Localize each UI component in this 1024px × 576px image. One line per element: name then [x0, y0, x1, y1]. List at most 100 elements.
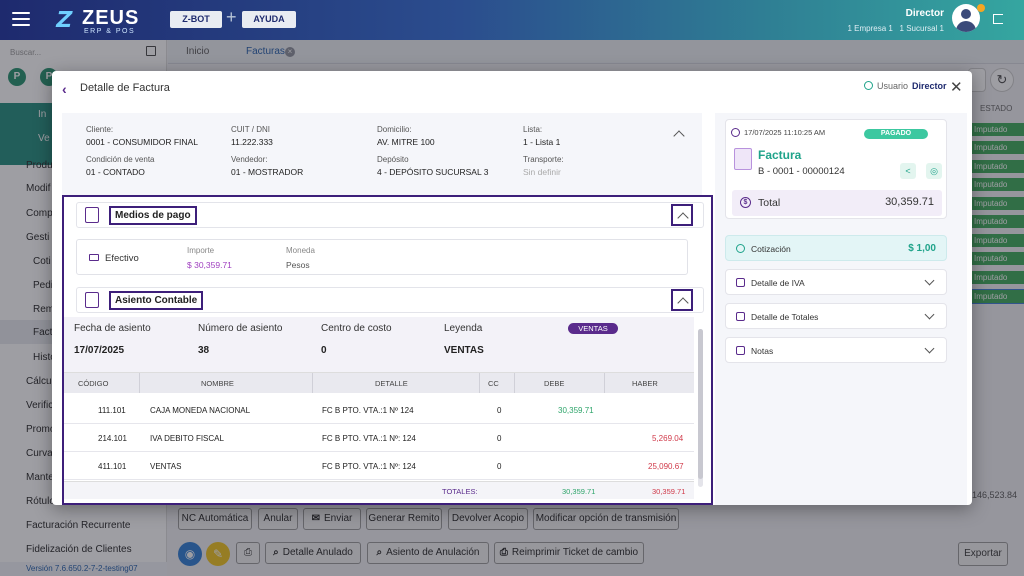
scrollbar-thumb[interactable]: [698, 329, 703, 479]
refresh-icon[interactable]: ↻: [990, 68, 1014, 92]
total-haber: 30,359.71: [652, 487, 686, 496]
tab-facturas[interactable]: Facturas: [246, 46, 285, 57]
condicion-label: Condición de venta: [86, 155, 155, 164]
invoice-card: 17/07/2025 11:10:25 AM PAGADO Factura B …: [725, 119, 947, 219]
sidebar-item[interactable]: Pedi: [33, 280, 54, 291]
reimprimir-ticket-button[interactable]: ⎙ Reimprimir Ticket de cambio: [494, 542, 644, 564]
asiento-title: Asiento Contable: [109, 291, 204, 310]
estado-column-header: ESTADO: [980, 104, 1013, 113]
notas-accordion[interactable]: Notas: [725, 337, 947, 363]
enviar-label: Enviar: [324, 513, 353, 524]
lista-value: 1 - Lista 1: [523, 137, 561, 147]
col-cc: CC: [488, 379, 499, 388]
sidebar-item[interactable]: Rem: [33, 304, 55, 315]
cuit-value: 11.222.333: [231, 137, 273, 147]
sidebar-item[interactable]: Ve: [38, 133, 50, 144]
logout-icon[interactable]: [993, 14, 1003, 24]
reimprimir-ticket-label: Reimprimir Ticket de cambio: [511, 547, 639, 558]
tab-inicio[interactable]: Inicio: [186, 46, 210, 57]
sidebar-item[interactable]: Produ: [26, 160, 53, 171]
status-badge: Imputado: [968, 215, 1024, 228]
col-detalle: DETALLE: [375, 379, 408, 388]
sidebar-item[interactable]: Mante: [26, 472, 54, 483]
medios-pago-header[interactable]: Medios de pago: [76, 202, 704, 228]
sucursal-label: 1 Sucursal 1: [899, 24, 944, 33]
total-value: 30,359.71: [885, 196, 934, 208]
close-tab-icon[interactable]: ×: [285, 47, 295, 57]
view-icon[interactable]: ◉: [178, 542, 202, 566]
medios-pago-title: Medios de pago: [109, 206, 197, 225]
condicion-field: Condición de venta 01 - CONTADO: [86, 155, 155, 177]
collapse-info-icon[interactable]: [673, 130, 685, 142]
detail-scroll-panel[interactable]: Medios de pago Efectivo Importe $ 30,359…: [62, 195, 713, 505]
asiento-header[interactable]: Asiento Contable: [76, 287, 704, 313]
notas-label: Notas: [751, 346, 774, 356]
cell-cc: 0: [497, 406, 502, 415]
status-badge: Imputado: [968, 252, 1024, 265]
sidebar-item[interactable]: Histo: [33, 352, 56, 363]
panel-scrollbar[interactable]: [698, 329, 703, 487]
cell-nombre: VENTAS: [150, 462, 182, 471]
asiento-anulacion-label: Asiento de Anulación: [386, 547, 480, 558]
share-icon[interactable]: <: [900, 163, 916, 179]
web-icon[interactable]: ◎: [926, 163, 942, 179]
moneda-value: Pesos: [286, 260, 310, 270]
anular-button[interactable]: Anular: [258, 508, 298, 530]
status-badge: Imputado: [967, 289, 1024, 304]
sidebar-item[interactable]: Verific: [26, 400, 54, 411]
modificar-transmision-button[interactable]: Modificar opción de transmisión: [533, 508, 679, 530]
cell-nombre: CAJA MONEDA NACIONAL: [150, 406, 251, 415]
devolver-acopio-button[interactable]: Devolver Acopio: [448, 508, 528, 530]
col-nombre: NOMBRE: [201, 379, 234, 388]
status-badge: Imputado: [968, 178, 1024, 191]
leyenda-label: Leyenda: [444, 323, 483, 334]
sidebar-item[interactable]: Coti: [33, 256, 51, 267]
sidebar-item[interactable]: In: [38, 109, 47, 120]
avatar[interactable]: [952, 4, 980, 32]
ayuda-button[interactable]: AYUDA: [242, 11, 296, 28]
detalle-anulado-button[interactable]: ⌕ Detalle Anulado: [265, 542, 361, 564]
print-button[interactable]: ⎙: [236, 542, 260, 564]
sidebar-item[interactable]: Fact: [33, 327, 53, 338]
sidebar-item[interactable]: Comp: [26, 208, 53, 219]
transporte-value: Sin definir: [523, 167, 561, 177]
col-haber: HABER: [632, 379, 658, 388]
enviar-button[interactable]: ✉ Enviar: [303, 508, 361, 530]
back-arrow-icon[interactable]: ‹: [62, 81, 67, 97]
sidebar-item[interactable]: Curva: [26, 448, 53, 459]
sidebar-item[interactable]: Modif: [26, 183, 51, 194]
invoice-detail-modal: ‹ Detalle de Factura Usuario Director ✕ C…: [52, 71, 972, 505]
table-header: CÓDIGO NOMBRE DETALLE CC DEBE HABER: [64, 373, 694, 393]
exportar-button[interactable]: Exportar: [958, 542, 1008, 566]
sidebar-item[interactable]: Promo: [26, 424, 56, 435]
medios-pago-collapse[interactable]: [671, 204, 693, 226]
mail-icon: ✉: [311, 513, 321, 524]
shortcut-circle[interactable]: P: [8, 68, 26, 86]
sidebar-item-facturacion-recurrente[interactable]: Facturación Recurrente: [26, 520, 131, 531]
asiento-anulacion-button[interactable]: ⌕ Asiento de Anulación: [367, 542, 489, 564]
sidebar-item[interactable]: Gesti: [26, 232, 50, 243]
fullscreen-icon[interactable]: [146, 46, 156, 56]
print-icon: ⎙: [244, 547, 252, 558]
payment-icon: [85, 207, 99, 223]
status-badge: Imputado: [968, 271, 1024, 284]
sidebar-item[interactable]: Rótulo: [26, 496, 55, 507]
generar-remito-button[interactable]: Generar Remito: [366, 508, 442, 530]
sidebar-item-fidelizacion[interactable]: Fidelización de Clientes: [26, 544, 132, 555]
ledger-icon: [85, 292, 99, 308]
sidebar-item[interactable]: Cálcu: [26, 376, 52, 387]
sidebar-search-input[interactable]: Buscar...: [10, 48, 42, 57]
cash-icon: [89, 254, 99, 261]
chevron-down-icon: [924, 309, 935, 320]
close-icon[interactable]: ✕: [950, 79, 963, 96]
menu-icon[interactable]: [12, 12, 30, 26]
zbot-button[interactable]: Z-BOT: [170, 11, 222, 28]
nc-automatica-button[interactable]: NC Automática: [178, 508, 252, 530]
cell-codigo: 214.101: [98, 434, 127, 443]
edit-icon[interactable]: ✎: [206, 542, 230, 566]
app-logo[interactable]: Z ZEUS ERP & POS: [53, 6, 146, 36]
detalle-totales-accordion[interactable]: Detalle de Totales: [725, 303, 947, 329]
payment-method-row: Efectivo Importe $ 30,359.71 Moneda Peso…: [76, 239, 688, 275]
asiento-collapse[interactable]: [671, 289, 693, 311]
detalle-iva-accordion[interactable]: Detalle de IVA: [725, 269, 947, 295]
